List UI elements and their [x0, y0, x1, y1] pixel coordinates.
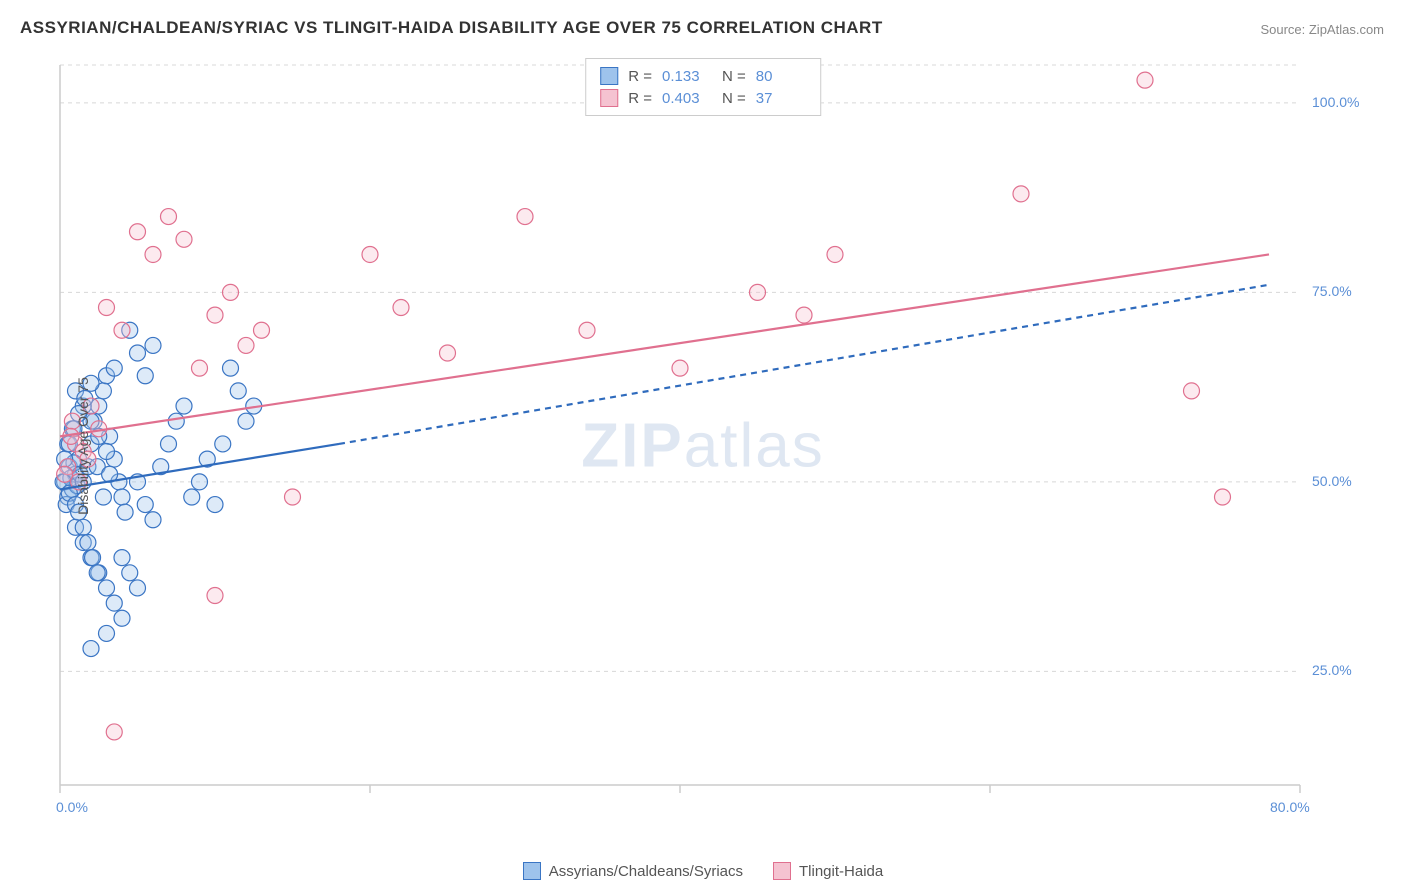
swatch-series-1 — [600, 89, 618, 107]
r-value-0: 0.133 — [662, 68, 712, 85]
axis-tick-label: 100.0% — [1312, 94, 1359, 110]
swatch-series-0 — [523, 862, 541, 880]
swatch-series-0 — [600, 67, 618, 85]
r-value-1: 0.403 — [662, 90, 712, 107]
series-legend: Assyrians/Chaldeans/Syriacs Tlingit-Haid… — [0, 862, 1406, 880]
stats-row-0: R = 0.133 N = 80 — [600, 65, 806, 87]
legend-label-0: Assyrians/Chaldeans/Syriacs — [549, 863, 743, 880]
n-value-1: 37 — [756, 90, 806, 107]
n-value-0: 80 — [756, 68, 806, 85]
source-label: Source: ZipAtlas.com — [1260, 22, 1384, 37]
r-label: R = — [628, 90, 652, 107]
axis-tick-label: 75.0% — [1312, 283, 1352, 299]
swatch-series-1 — [773, 862, 791, 880]
scatter-plot — [50, 55, 1380, 825]
legend-item-1: Tlingit-Haida — [773, 862, 883, 880]
stats-row-1: R = 0.403 N = 37 — [600, 87, 806, 109]
n-label: N = — [722, 68, 746, 85]
n-label: N = — [722, 90, 746, 107]
legend-item-0: Assyrians/Chaldeans/Syriacs — [523, 862, 743, 880]
axis-tick-label: 0.0% — [56, 799, 88, 815]
axis-tick-label: 25.0% — [1312, 662, 1352, 678]
chart-title: ASSYRIAN/CHALDEAN/SYRIAC VS TLINGIT-HAID… — [20, 18, 883, 38]
y-axis-label: Disability Age Over 75 — [75, 377, 91, 515]
stats-legend: R = 0.133 N = 80 R = 0.403 N = 37 — [585, 58, 821, 116]
legend-label-1: Tlingit-Haida — [799, 863, 883, 880]
correlation-chart: ASSYRIAN/CHALDEAN/SYRIAC VS TLINGIT-HAID… — [0, 0, 1406, 892]
axis-tick-label: 50.0% — [1312, 473, 1352, 489]
axis-tick-label: 80.0% — [1270, 799, 1310, 815]
r-label: R = — [628, 68, 652, 85]
